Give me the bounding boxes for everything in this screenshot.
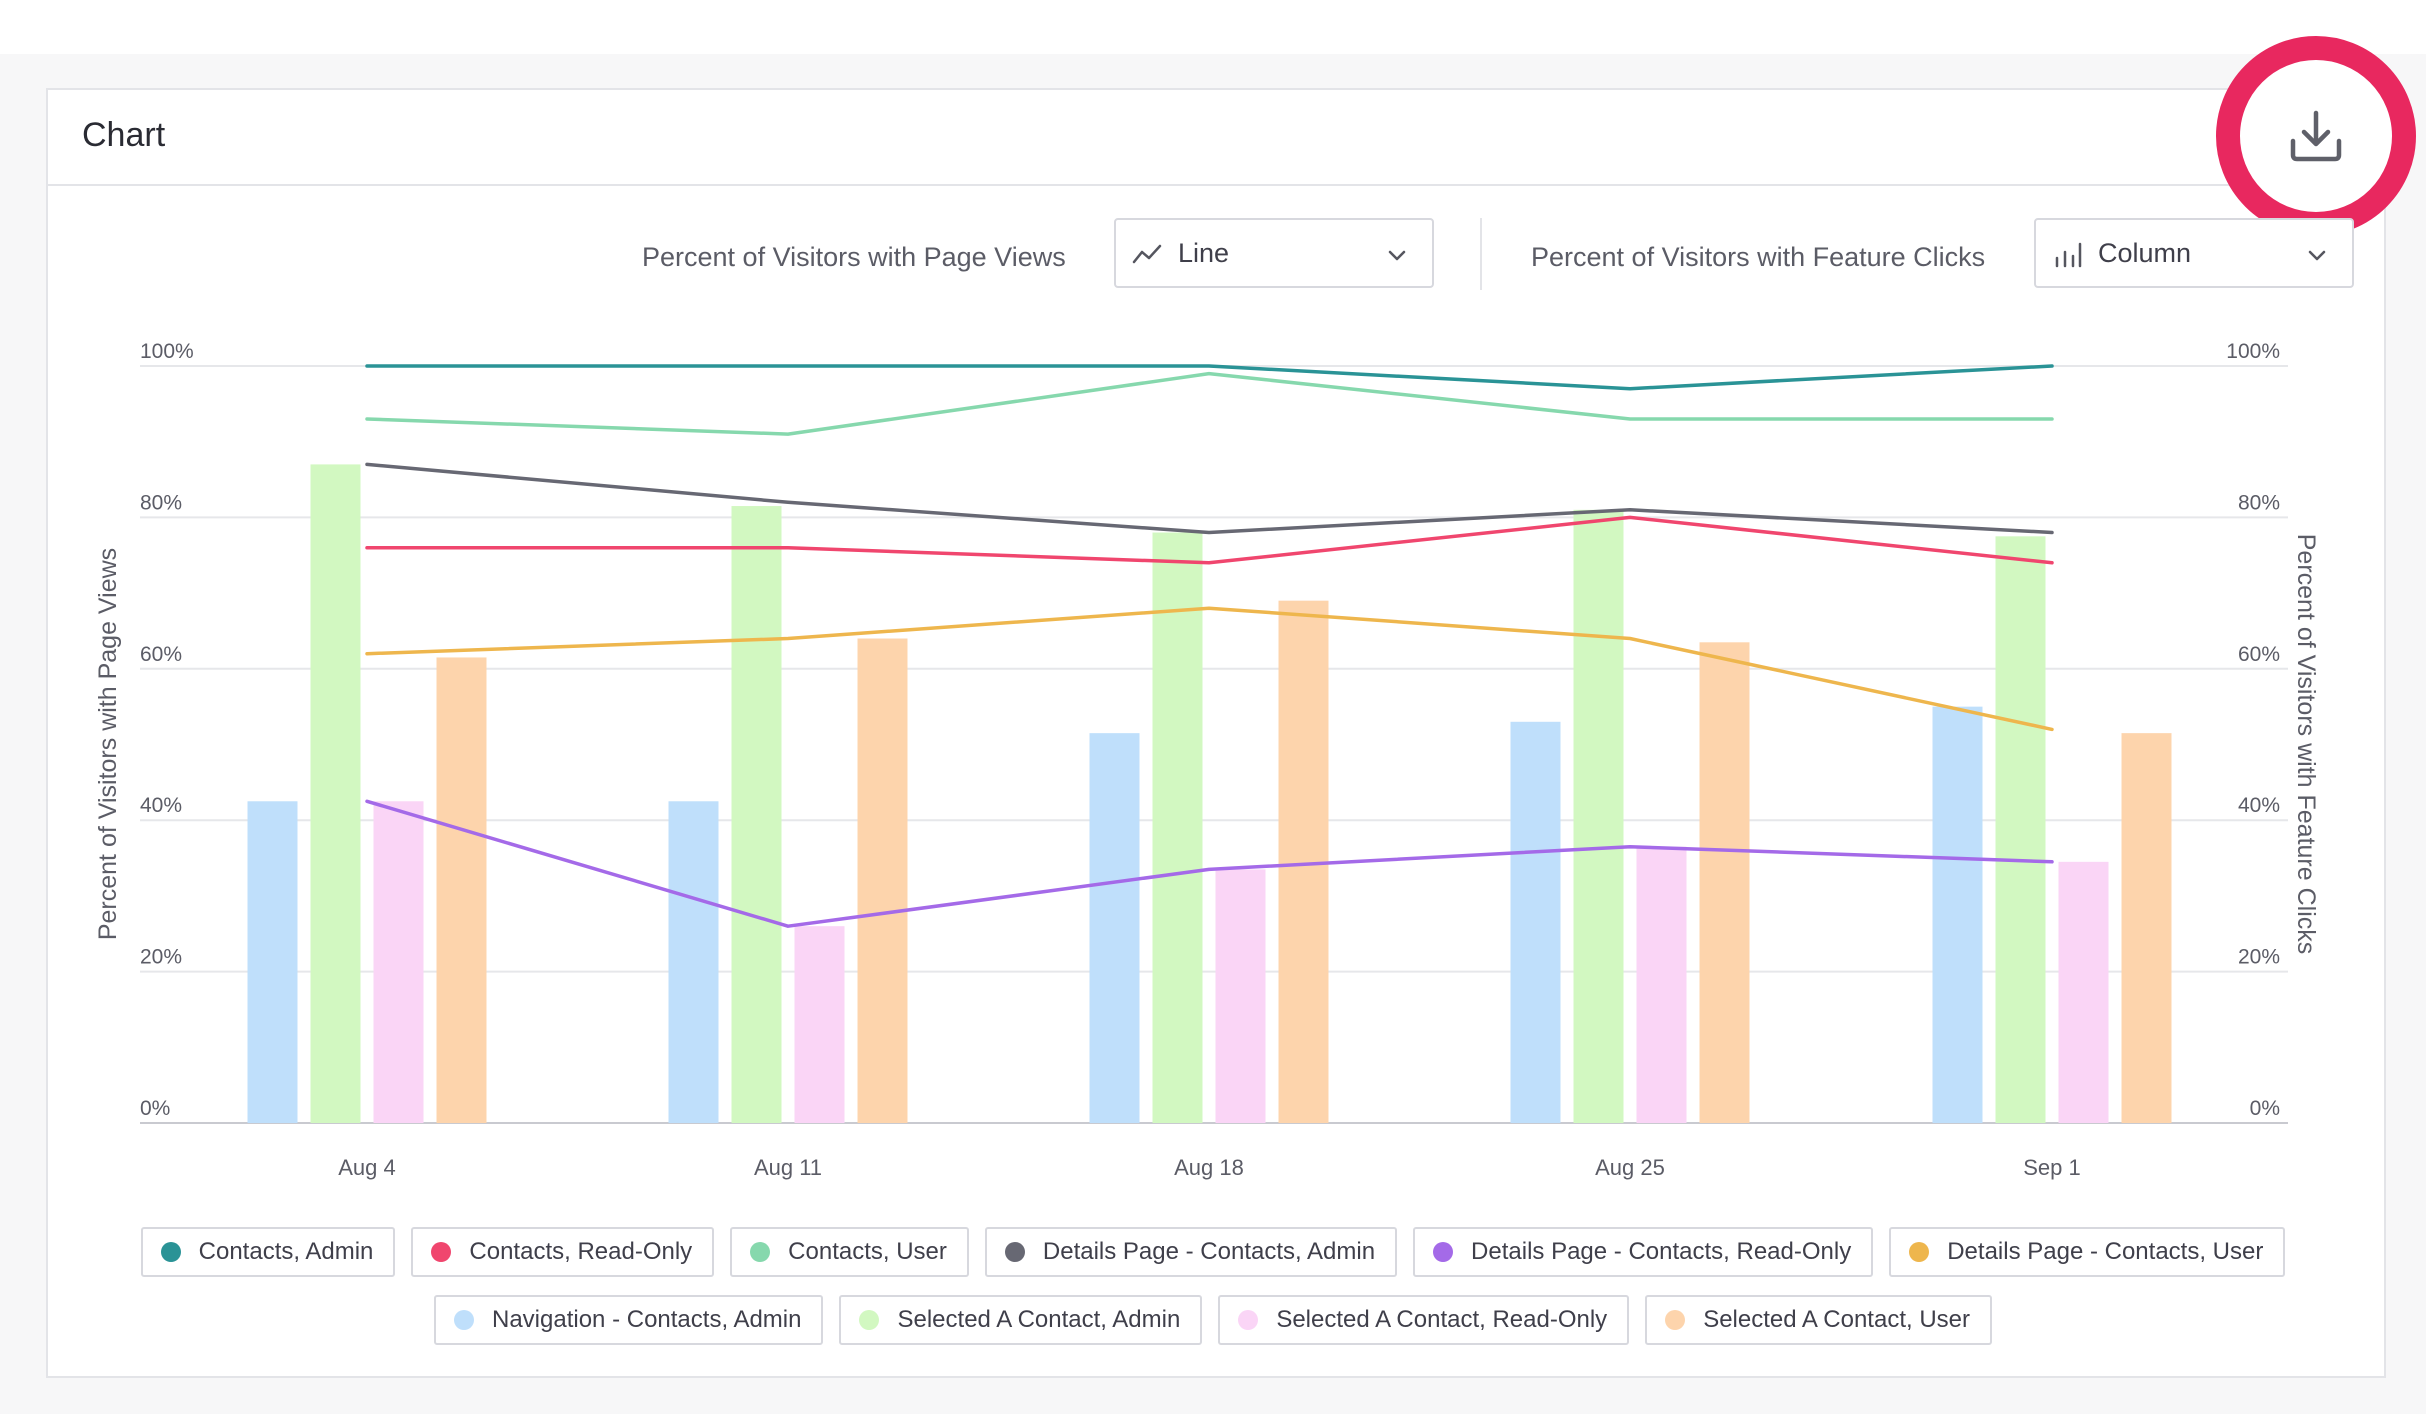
legend-dot-icon xyxy=(1909,1242,1930,1262)
legend-dot-icon xyxy=(454,1310,474,1330)
x-tick-label: Aug 18 xyxy=(1174,1155,1244,1180)
legend-item[interactable]: Selected A Contact, Admin xyxy=(839,1295,1203,1345)
legend-dot-icon xyxy=(160,1242,181,1262)
bar[interactable] xyxy=(1636,846,1687,1123)
bar[interactable] xyxy=(668,801,719,1123)
legend-label: Selected A Contact, User xyxy=(1703,1306,1970,1333)
legend-row-1: Contacts, Admin Contacts, Read-Only Contac… xyxy=(0,1227,2426,1279)
legend-item[interactable]: Contacts, User xyxy=(730,1227,969,1277)
card-title: Chart xyxy=(82,116,166,154)
legend-dot-icon xyxy=(859,1310,880,1330)
download-icon xyxy=(2290,110,2342,162)
legend-item[interactable]: Contacts, Read-Only xyxy=(411,1227,715,1277)
y2-tick-label: 40% xyxy=(2238,794,2280,817)
right-chart-type-select[interactable]: Column xyxy=(2034,218,2354,288)
bar[interactable] xyxy=(2058,861,2109,1123)
y2-axis-title: Percent of Visitors with Feature Clicks xyxy=(2292,534,2320,955)
legend-dot-icon xyxy=(431,1242,452,1262)
bar[interactable] xyxy=(436,657,487,1123)
legend-row-2: Navigation - Contacts, Admin Selected A C… xyxy=(0,1295,2426,1347)
legend-item[interactable]: Selected A Contact, Read-Only xyxy=(1218,1295,1630,1345)
bar[interactable] xyxy=(1510,721,1561,1123)
legend-item[interactable]: Selected A Contact, User xyxy=(1645,1295,1992,1345)
y2-tick-label: 80% xyxy=(2238,491,2280,514)
grid-lines xyxy=(140,365,2288,1124)
legend-label: Details Page - Contacts, User xyxy=(1947,1238,2264,1265)
legend-dot-icon xyxy=(1004,1242,1025,1262)
legend-item[interactable]: Details Page - Contacts, Admin xyxy=(984,1227,1398,1277)
top-strip xyxy=(0,0,2426,54)
y-tick-label: 80% xyxy=(140,491,182,514)
bar[interactable] xyxy=(731,506,782,1123)
line-series[interactable] xyxy=(365,462,2054,535)
bar[interactable] xyxy=(1152,532,1203,1123)
bar[interactable] xyxy=(2121,733,2172,1123)
line-series[interactable] xyxy=(365,371,2054,436)
chevron-down-icon xyxy=(1386,244,1408,271)
legend-label: Contacts, Admin xyxy=(198,1238,374,1265)
bar[interactable] xyxy=(310,464,361,1123)
legend-label: Details Page - Contacts, Read-Only xyxy=(1471,1238,1852,1265)
bar[interactable] xyxy=(1215,869,1266,1123)
right-chart-type-value: Column xyxy=(2098,238,2192,268)
legend-item[interactable]: Navigation - Contacts, Admin xyxy=(434,1295,824,1345)
right-axis-control-label: Percent of Visitors with Feature Clicks xyxy=(1531,242,1986,272)
line-series[interactable] xyxy=(365,364,2054,391)
y-axis-title: Percent of Visitors with Page Views xyxy=(94,548,122,940)
line-series-layer xyxy=(365,364,2054,928)
legend-item[interactable]: Details Page - Contacts, User xyxy=(1889,1227,2286,1277)
legend-label: Navigation - Contacts, Admin xyxy=(492,1306,802,1333)
legend-item[interactable]: Contacts, Admin xyxy=(140,1227,396,1277)
controls-divider xyxy=(1480,218,1482,290)
left-axis-control-label: Percent of Visitors with Page Views xyxy=(642,242,1066,272)
card-header: Chart xyxy=(48,90,2384,186)
y2-tick-label: 0% xyxy=(2250,1097,2280,1120)
bar[interactable] xyxy=(1995,536,2046,1123)
y-tick-label: 20% xyxy=(140,946,182,969)
line-series[interactable] xyxy=(365,799,2054,928)
y2-tick-label: 20% xyxy=(2238,946,2280,969)
bar[interactable] xyxy=(1932,706,1983,1123)
line-chart-icon xyxy=(1132,240,1162,275)
legend-label: Contacts, User xyxy=(788,1238,947,1265)
axis-ticks: 0% 0% 20% 20% 40% 40% 60% 60% 80% 80% 100% 100% Aug … xyxy=(140,340,2280,1180)
line-series[interactable] xyxy=(365,606,2054,732)
bar[interactable] xyxy=(373,801,424,1123)
x-tick-label: Aug 11 xyxy=(754,1155,822,1180)
line-series[interactable] xyxy=(365,515,2054,565)
legend-dot-icon xyxy=(1433,1242,1454,1262)
legend-dot-icon xyxy=(750,1242,771,1262)
bar[interactable] xyxy=(1573,509,1624,1124)
bar[interactable] xyxy=(794,926,845,1123)
legend-dot-icon xyxy=(1665,1310,1686,1330)
legend-label: Contacts, Read-Only xyxy=(469,1238,693,1265)
legend-dot-icon xyxy=(1238,1310,1259,1330)
x-tick-label: Aug 4 xyxy=(338,1155,396,1180)
legend-label: Selected A Contact, Read-Only xyxy=(1276,1306,1608,1333)
bar[interactable] xyxy=(1089,733,1140,1123)
x-tick-label: Aug 25 xyxy=(1595,1155,1665,1180)
legend-label: Selected A Contact, Admin xyxy=(897,1306,1181,1333)
y-tick-label: 100% xyxy=(140,340,194,363)
y-tick-label: 0% xyxy=(140,1097,170,1120)
left-chart-type-select[interactable]: Line xyxy=(1114,218,1434,288)
bar[interactable] xyxy=(857,638,908,1123)
bar[interactable] xyxy=(1699,642,1750,1123)
legend-item[interactable]: Details Page - Contacts, Read-Only xyxy=(1413,1227,1874,1277)
x-tick-label: Sep 1 xyxy=(2023,1155,2081,1180)
bar[interactable] xyxy=(247,801,298,1123)
bar-series-layer xyxy=(247,464,2172,1124)
y-tick-label: 60% xyxy=(140,643,182,666)
y2-tick-label: 100% xyxy=(2226,340,2280,363)
legend-label: Details Page - Contacts, Admin xyxy=(1042,1238,1376,1265)
left-chart-type-value: Line xyxy=(1178,238,1230,268)
y2-tick-label: 60% xyxy=(2238,643,2280,666)
column-chart-icon xyxy=(2052,240,2082,275)
y-tick-label: 40% xyxy=(140,794,182,817)
chevron-down-icon xyxy=(2306,244,2328,271)
